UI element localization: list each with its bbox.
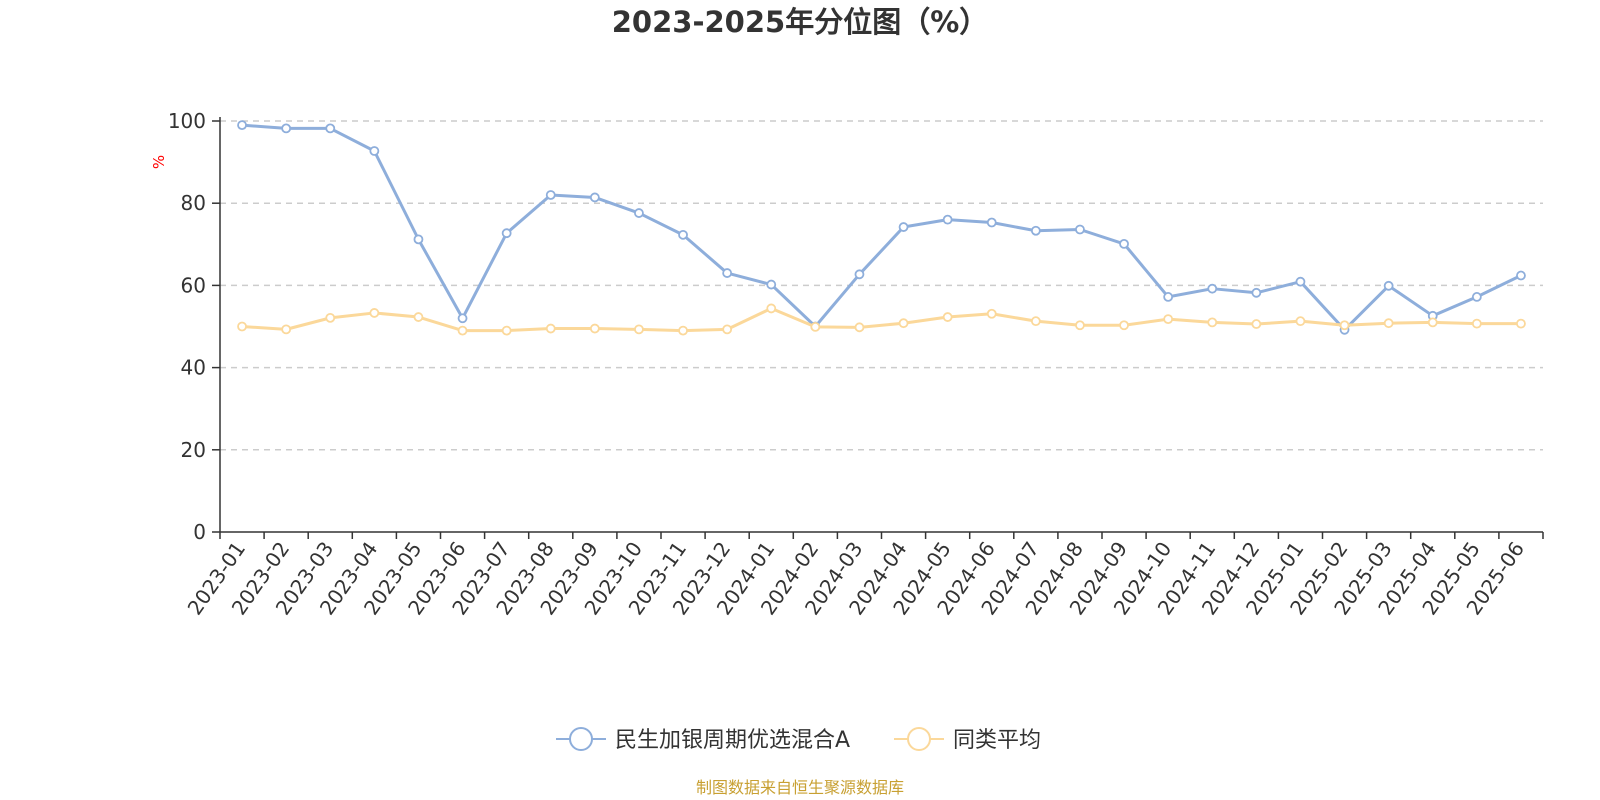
- x-tick-labels: 2023-012023-022023-032023-042023-052023-…: [183, 537, 1529, 619]
- y-tick-label: 60: [181, 273, 206, 297]
- data-point[interactable]: [1119, 238, 1129, 249]
- data-point[interactable]: [634, 324, 644, 335]
- y-axis-unit: %: [150, 155, 168, 169]
- data-point[interactable]: [501, 325, 512, 336]
- legend[interactable]: 民生加银周期优选混合A 同类平均: [556, 727, 1041, 753]
- data-point[interactable]: [1163, 314, 1174, 325]
- data-point[interactable]: [589, 323, 600, 334]
- data-point[interactable]: [501, 228, 512, 239]
- data-point[interactable]: [237, 120, 247, 131]
- data-point[interactable]: [1119, 320, 1129, 331]
- data-point[interactable]: [545, 323, 556, 334]
- data-point[interactable]: [1207, 283, 1218, 294]
- data-point[interactable]: [722, 324, 733, 335]
- data-point[interactable]: [1471, 292, 1482, 302]
- data-point[interactable]: [237, 321, 247, 332]
- legend-label: 同类平均: [953, 728, 1041, 753]
- axes: [212, 117, 1544, 539]
- data-point[interactable]: [413, 312, 424, 322]
- data-point[interactable]: [1516, 270, 1526, 281]
- data-point[interactable]: [413, 234, 424, 245]
- data-point[interactable]: [898, 318, 909, 329]
- data-point[interactable]: [1295, 316, 1306, 327]
- data-point[interactable]: [898, 222, 909, 232]
- data-point[interactable]: [1427, 317, 1438, 328]
- data-point[interactable]: [589, 192, 600, 203]
- data-point[interactable]: [1030, 316, 1041, 327]
- data-point[interactable]: [942, 312, 953, 322]
- legend-item-1[interactable]: 民生加银周期优选混合A: [556, 727, 850, 753]
- data-point[interactable]: [1295, 276, 1306, 287]
- data-point[interactable]: [810, 322, 821, 332]
- data-point[interactable]: [766, 279, 777, 290]
- source-note: 制图数据来自恒生聚源数据库: [696, 778, 904, 797]
- data-point[interactable]: [457, 313, 468, 324]
- legend-swatch-marker: [907, 727, 931, 751]
- data-point[interactable]: [986, 217, 997, 228]
- y-tick-label: 40: [181, 356, 206, 380]
- series-2: [237, 303, 1526, 336]
- data-point[interactable]: [854, 322, 865, 333]
- data-point[interactable]: [281, 324, 292, 335]
- data-point[interactable]: [1030, 225, 1041, 236]
- data-point[interactable]: [1516, 318, 1526, 329]
- data-point[interactable]: [1251, 287, 1262, 298]
- grid-lines: [220, 120, 1543, 451]
- data-point[interactable]: [325, 123, 336, 134]
- legend-label: 民生加银周期优选混合A: [615, 728, 850, 753]
- series-layer: [237, 120, 1526, 336]
- series-line: [241, 123, 1522, 332]
- data-point[interactable]: [1339, 320, 1350, 331]
- data-point[interactable]: [281, 123, 292, 134]
- y-tick-label: 20: [181, 438, 206, 462]
- data-point[interactable]: [457, 325, 468, 336]
- data-point[interactable]: [854, 269, 865, 280]
- data-point[interactable]: [986, 308, 997, 319]
- data-point[interactable]: [1383, 318, 1394, 329]
- data-point[interactable]: [1075, 320, 1085, 331]
- data-point[interactable]: [1163, 292, 1174, 302]
- data-point[interactable]: [634, 208, 644, 218]
- data-point[interactable]: [678, 229, 688, 240]
- data-point[interactable]: [1251, 319, 1262, 329]
- data-point[interactable]: [722, 268, 733, 278]
- y-tick-label: 0: [193, 520, 206, 544]
- series-1: [237, 120, 1526, 335]
- data-point[interactable]: [1207, 317, 1218, 328]
- data-point[interactable]: [369, 146, 380, 156]
- legend-swatch-marker: [569, 727, 593, 751]
- chart-title: 2023-2025年分位图（%）: [612, 5, 989, 39]
- y-tick-label: 80: [181, 191, 206, 215]
- data-point[interactable]: [1075, 224, 1085, 235]
- data-point[interactable]: [1471, 318, 1482, 329]
- y-tick-labels: 0 20 40 60 80 100: [168, 109, 206, 544]
- data-point[interactable]: [678, 325, 688, 336]
- data-point[interactable]: [942, 214, 953, 225]
- y-tick-label: 100: [168, 109, 206, 133]
- series-line: [241, 306, 1521, 333]
- data-point[interactable]: [545, 190, 556, 200]
- legend-item-2[interactable]: 同类平均: [894, 727, 1041, 753]
- data-point[interactable]: [325, 312, 336, 323]
- data-point[interactable]: [1383, 280, 1394, 291]
- data-point[interactable]: [766, 303, 777, 314]
- data-point[interactable]: [369, 308, 380, 318]
